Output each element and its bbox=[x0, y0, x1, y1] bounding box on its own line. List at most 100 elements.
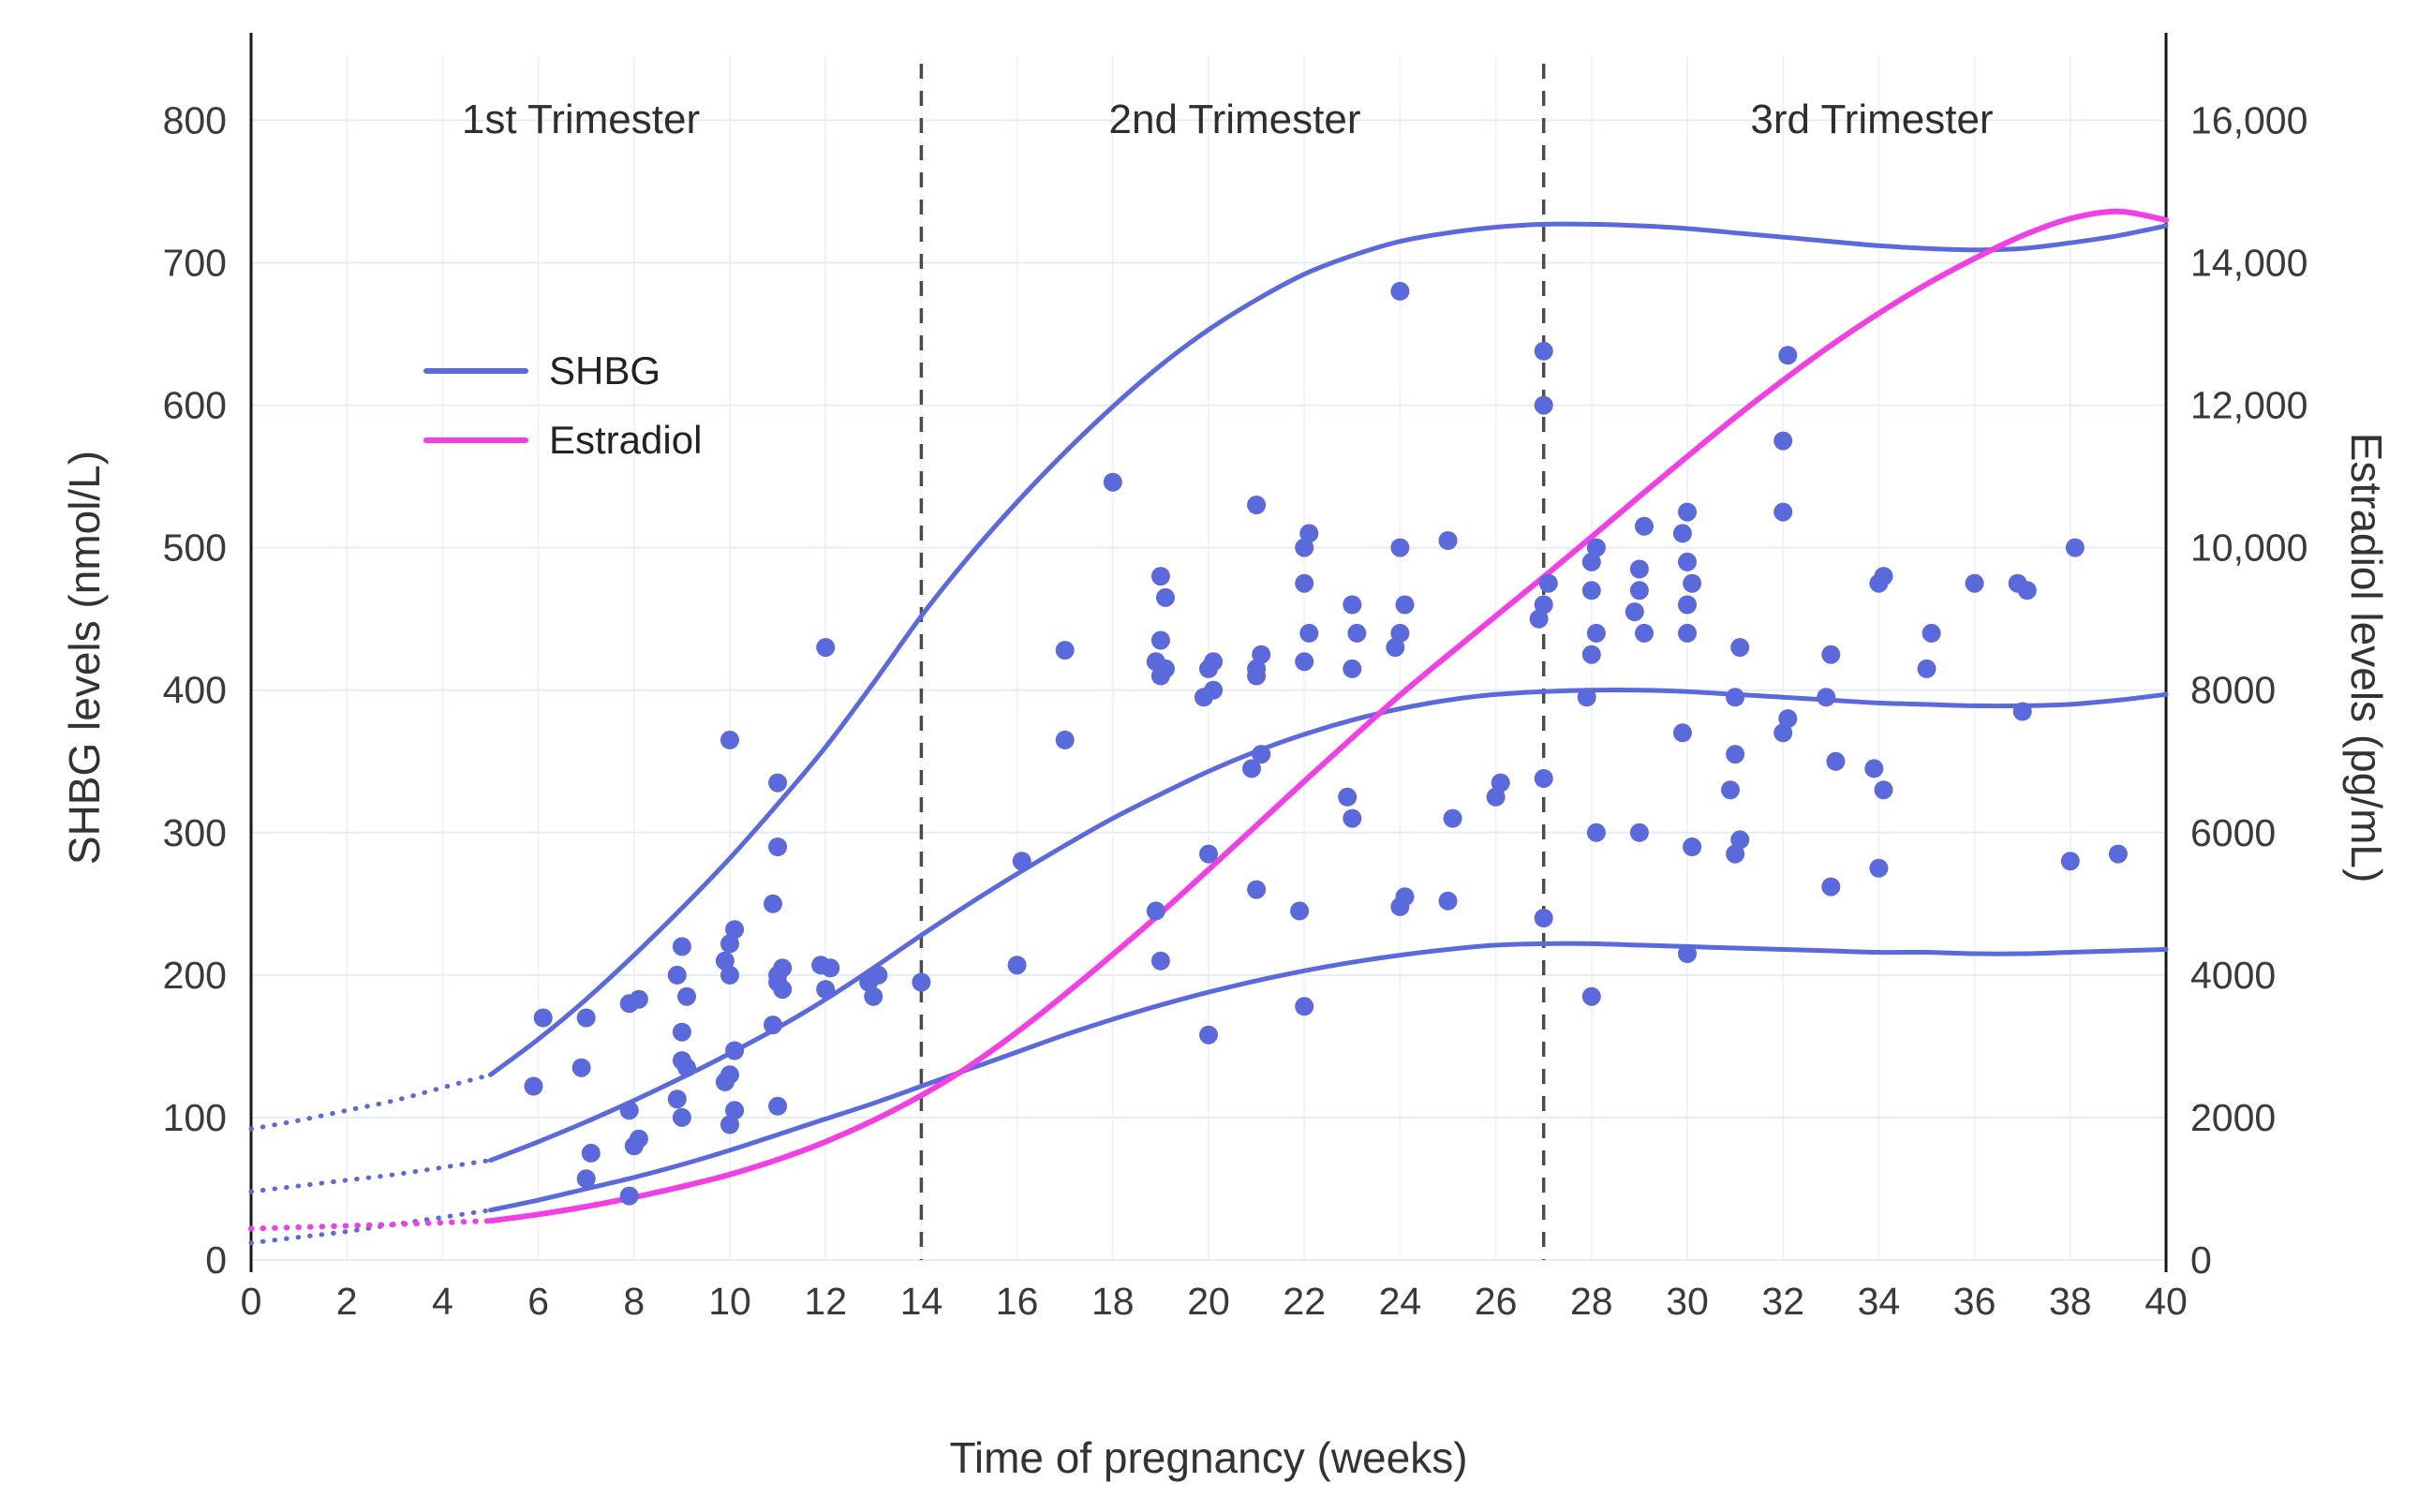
data-point bbox=[1874, 780, 1893, 800]
data-point bbox=[1443, 808, 1462, 828]
data-point bbox=[1150, 951, 1170, 971]
x-tick-label: 26 bbox=[1475, 1280, 1518, 1323]
data-point bbox=[1629, 823, 1649, 842]
y-tick-label-left: 300 bbox=[163, 811, 227, 854]
trimester-label-1: 1st Trimester bbox=[461, 96, 701, 142]
shbg-lower-leadin bbox=[248, 1208, 493, 1246]
data-point bbox=[720, 1115, 739, 1134]
data-point bbox=[619, 1186, 639, 1206]
x-tick-labels: 0 2 4 6 8 10 12 14 16 18 20 22 24 26 28 30 32 34 36 38 40 bbox=[241, 1280, 2188, 1323]
data-point bbox=[720, 965, 739, 985]
estradiol-curve bbox=[487, 208, 2169, 1224]
data-point bbox=[1007, 956, 1027, 975]
data-point bbox=[1295, 652, 1314, 672]
y-tick-label-left: 800 bbox=[163, 98, 227, 141]
data-point bbox=[1343, 659, 1362, 678]
data-point bbox=[1773, 723, 1793, 743]
data-point bbox=[720, 934, 739, 954]
curves bbox=[248, 208, 2169, 1246]
data-point bbox=[576, 1169, 596, 1189]
x-tick-label: 24 bbox=[1379, 1280, 1422, 1323]
x-tick-label: 12 bbox=[804, 1280, 847, 1323]
x-tick-label: 34 bbox=[1858, 1280, 1901, 1323]
data-point bbox=[1390, 281, 1410, 301]
data-point bbox=[1390, 623, 1410, 643]
data-point bbox=[773, 980, 793, 1000]
data-point bbox=[1343, 808, 1362, 828]
data-point bbox=[672, 1107, 691, 1127]
legend-item-estradiol: Estradiol bbox=[423, 418, 702, 463]
data-point bbox=[1103, 472, 1122, 492]
vertical-gridlines bbox=[250, 56, 2167, 1260]
data-point bbox=[1672, 723, 1692, 743]
x-tick-label: 8 bbox=[623, 1280, 645, 1323]
data-point bbox=[1338, 787, 1358, 807]
y-tick-label-right: 4000 bbox=[2190, 954, 2276, 997]
data-point bbox=[576, 1008, 596, 1028]
data-point bbox=[1534, 769, 1553, 788]
data-point bbox=[1678, 595, 1697, 615]
y-tick-label-left: 600 bbox=[163, 384, 227, 427]
y-tick-label-right: 6000 bbox=[2190, 811, 2276, 854]
x-tick-label: 36 bbox=[1953, 1280, 1996, 1323]
data-point bbox=[764, 1015, 782, 1035]
legend-label-estradiol: Estradiol bbox=[549, 418, 703, 462]
data-point bbox=[1625, 602, 1644, 622]
data-point bbox=[1486, 787, 1506, 807]
data-point bbox=[1817, 688, 1836, 707]
estradiol-leadin bbox=[248, 1218, 494, 1232]
y-tick-label-right: 8000 bbox=[2190, 669, 2276, 712]
data-point bbox=[1922, 623, 1941, 643]
data-point bbox=[720, 1065, 739, 1085]
x-tick-label: 2 bbox=[336, 1280, 358, 1323]
data-point bbox=[1778, 346, 1798, 365]
data-point bbox=[1581, 986, 1601, 1006]
x-tick-label: 22 bbox=[1283, 1280, 1326, 1323]
y-tick-label-right: 16,000 bbox=[2190, 98, 2308, 141]
data-point bbox=[1252, 745, 1271, 764]
data-point bbox=[1534, 595, 1553, 615]
data-point bbox=[1629, 581, 1649, 600]
data-point bbox=[1874, 567, 1893, 586]
data-point bbox=[1635, 516, 1654, 536]
data-point bbox=[1534, 909, 1553, 927]
x-tick-label: 0 bbox=[241, 1280, 262, 1323]
data-point bbox=[1146, 901, 1165, 921]
data-point bbox=[672, 937, 691, 956]
shbg-middle-leadin bbox=[248, 1158, 493, 1194]
data-point bbox=[715, 951, 735, 971]
data-point bbox=[1438, 891, 1458, 911]
data-point bbox=[1581, 581, 1601, 600]
x-tick-label: 40 bbox=[2144, 1280, 2188, 1323]
x-tick-label: 14 bbox=[900, 1280, 943, 1323]
left-axis-title: SHBG levels (nmol/L) bbox=[60, 450, 109, 866]
data-point bbox=[1678, 502, 1697, 522]
x-tick-label: 16 bbox=[996, 1280, 1039, 1323]
data-point bbox=[1773, 502, 1793, 522]
data-point bbox=[1242, 759, 1261, 778]
x-tick-label: 20 bbox=[1187, 1280, 1230, 1323]
data-point bbox=[1629, 559, 1649, 579]
y-tick-label-left: 200 bbox=[163, 954, 227, 997]
data-point bbox=[629, 989, 648, 1009]
data-point bbox=[1343, 595, 1362, 615]
data-point bbox=[1247, 496, 1267, 514]
data-point bbox=[1726, 844, 1745, 864]
data-point bbox=[672, 1022, 691, 1042]
data-point bbox=[1491, 773, 1510, 793]
data-point bbox=[677, 986, 696, 1006]
y-tick-label-right: 2000 bbox=[2190, 1096, 2276, 1139]
data-point bbox=[1726, 688, 1745, 707]
data-point bbox=[677, 1058, 696, 1077]
data-point bbox=[1773, 431, 1793, 451]
data-point bbox=[1683, 573, 1702, 593]
shbg-lower-curve bbox=[488, 941, 2169, 1213]
data-point bbox=[1199, 844, 1218, 864]
shbg-upper-curve bbox=[488, 221, 2169, 1077]
trimester-label-2: 2nd Trimester bbox=[1108, 96, 1361, 142]
data-point bbox=[1821, 877, 1841, 897]
data-point bbox=[571, 1058, 591, 1077]
data-point bbox=[1347, 623, 1367, 643]
x-tick-label: 18 bbox=[1091, 1280, 1135, 1323]
